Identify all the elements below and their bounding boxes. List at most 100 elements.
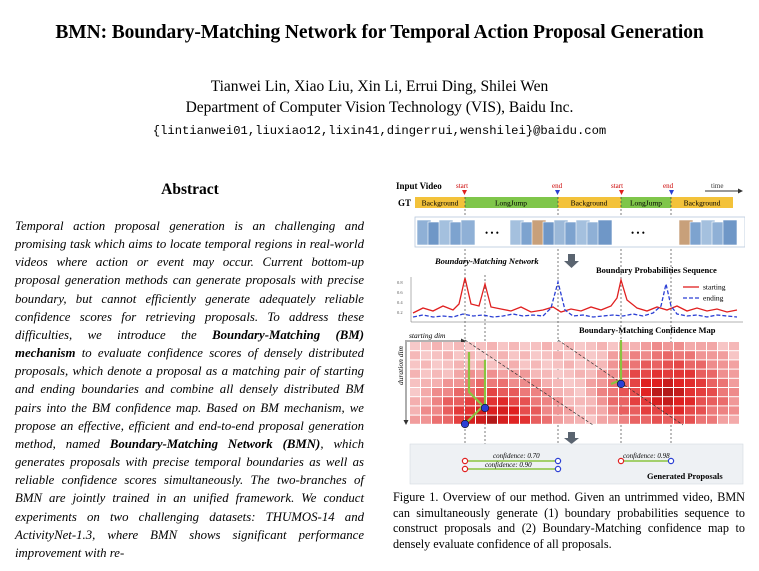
heatmap-cell [685,397,695,406]
heatmap-cell [619,415,629,424]
legend-starting: starting [703,283,726,292]
svg-text:start: start [456,182,468,190]
heatmap-cell [685,406,695,415]
heatmap-cell [476,388,486,397]
heatmap-cell [597,360,607,369]
heatmap-cell [586,378,596,387]
heatmap-cell [487,378,497,387]
heatmap-cell [509,415,519,424]
heatmap-cell [729,397,739,406]
abstract-text-2: to evaluate confidence scores of densely… [15,346,364,451]
heatmap-cell [597,378,607,387]
heatmap-cell [498,397,508,406]
confidence-label: confidence: 0.70 [493,452,540,460]
heatmap-cell [718,342,728,351]
abstract-heading: Abstract [161,181,219,198]
heatmap-cell [685,415,695,424]
heatmap-cell [432,351,442,360]
heatmap-cell [443,388,453,397]
heatmap-cell [674,397,684,406]
heatmap-cell [421,360,431,369]
heatmap-cell [586,406,596,415]
heatmap-cell [630,406,640,415]
heatmap-cell [707,378,717,387]
heatmap-cell [729,351,739,360]
heatmap-cell [586,397,596,406]
heatmap-cell [443,369,453,378]
heatmap-cell [509,369,519,378]
heatmap-cell [564,342,574,351]
heatmap-cell [707,342,717,351]
plot-legend: starting ending [683,283,726,303]
heatmap-cell [707,351,717,360]
heatmap-cell [619,388,629,397]
legend-ending: ending [703,294,724,303]
generated-proposals-label: Generated Proposals [647,471,723,481]
heatmap-cell [498,415,508,424]
probability-plot: 0.8 0.6 0.4 0.2 starting ending [397,277,743,323]
heatmap-cell [531,397,541,406]
heatmap-cell [608,342,618,351]
end-marker-1: end [552,182,563,195]
heatmap-cell [520,415,530,424]
heatmap-cell [674,351,684,360]
heatmap-cell [487,388,497,397]
heatmap-cell [454,378,464,387]
heatmap-cell [443,415,453,424]
heatmap-cell [575,406,585,415]
ending-curve [412,279,738,318]
author-list: Tianwei Lin, Xiao Liu, Xin Li, Errui Din… [210,78,549,95]
heatmap-cell [575,360,585,369]
heatmap-cell [630,397,640,406]
svg-text:end: end [663,182,674,190]
heatmap-cell [476,351,486,360]
heatmap-cell [729,342,739,351]
heatmap-cell [531,378,541,387]
overview-figure: Input Video GT start end start end time … [396,181,745,485]
heatmap-cell [674,369,684,378]
heatmap-cell [619,351,629,360]
heatmap-cell [663,369,673,378]
heatmap-cell [542,360,552,369]
heatmap-cell [564,406,574,415]
heatmap-cell [498,369,508,378]
heatmap-cell [685,388,695,397]
heatmap-cell [652,351,662,360]
heatmap-cell [476,360,486,369]
heatmap-cell [410,369,420,378]
heatmap-cell [630,415,640,424]
heatmap-cell [553,360,563,369]
heatmap-cell [454,342,464,351]
abstract-text-1: Temporal action proposal generation is a… [15,219,364,342]
heatmap-cell [553,378,563,387]
heatmap-cell [696,351,706,360]
heatmap-cell [476,342,486,351]
heatmap-cell [520,360,530,369]
bm-map-label: Boundary-Matching Confidence Map [579,325,716,335]
heatmap-cell [586,388,596,397]
heatmap-cell [674,388,684,397]
heatmap-cell [421,369,431,378]
heatmap-cell [520,378,530,387]
heatmap-cell [696,415,706,424]
heatmap-cell [663,378,673,387]
svg-text:starting dim: starting dim [409,331,446,340]
heatmap-cell [553,351,563,360]
heatmap-cell [685,351,695,360]
heatmap-cell [663,342,673,351]
heatmap-cell [410,360,420,369]
heatmap-cell [729,406,739,415]
heatmap-cell [575,388,585,397]
heatmap-cell [575,342,585,351]
heatmap-cell [509,397,519,406]
heatmap-cell [476,369,486,378]
heatmap-cell [564,388,574,397]
heatmap-cell [641,360,651,369]
email-list[interactable]: {lintianwei01,liuxiao12,lixin41,dingerru… [152,124,607,138]
bm-point [480,403,490,413]
heatmap-cell [542,406,552,415]
svg-text:time: time [711,182,723,190]
heatmap-cell [520,397,530,406]
heatmap-cell [454,351,464,360]
heatmap-cell [641,406,651,415]
